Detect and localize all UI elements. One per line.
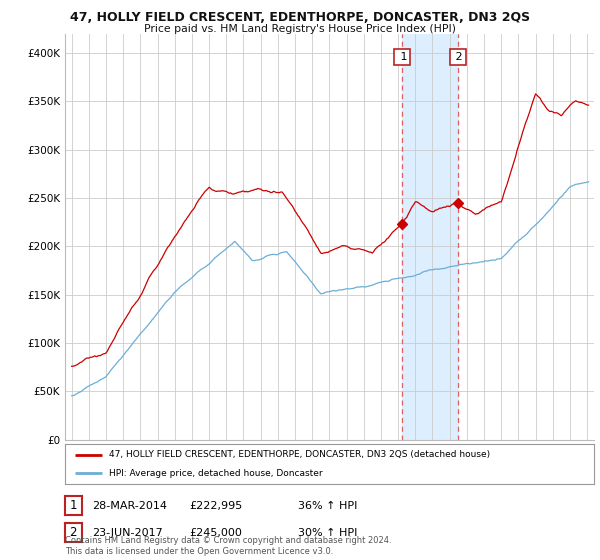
Text: Contains HM Land Registry data © Crown copyright and database right 2024.
This d: Contains HM Land Registry data © Crown c… [65,536,391,556]
Text: 28-MAR-2014: 28-MAR-2014 [92,501,167,511]
Text: 47, HOLLY FIELD CRESCENT, EDENTHORPE, DONCASTER, DN3 2QS: 47, HOLLY FIELD CRESCENT, EDENTHORPE, DO… [70,11,530,24]
Text: 1: 1 [70,499,77,512]
Text: 2: 2 [70,526,77,539]
Text: £245,000: £245,000 [190,528,242,538]
Text: 23-JUN-2017: 23-JUN-2017 [92,528,163,538]
Text: 47, HOLLY FIELD CRESCENT, EDENTHORPE, DONCASTER, DN3 2QS (detached house): 47, HOLLY FIELD CRESCENT, EDENTHORPE, DO… [109,450,490,459]
Text: 1: 1 [397,52,407,62]
Text: Price paid vs. HM Land Registry's House Price Index (HPI): Price paid vs. HM Land Registry's House … [144,24,456,34]
Bar [402,34,458,440]
Text: 36% ↑ HPI: 36% ↑ HPI [298,501,357,511]
Text: HPI: Average price, detached house, Doncaster: HPI: Average price, detached house, Donc… [109,469,322,478]
Text: 30% ↑ HPI: 30% ↑ HPI [298,528,357,538]
Text: 2: 2 [452,52,463,62]
Text: £222,995: £222,995 [190,501,243,511]
